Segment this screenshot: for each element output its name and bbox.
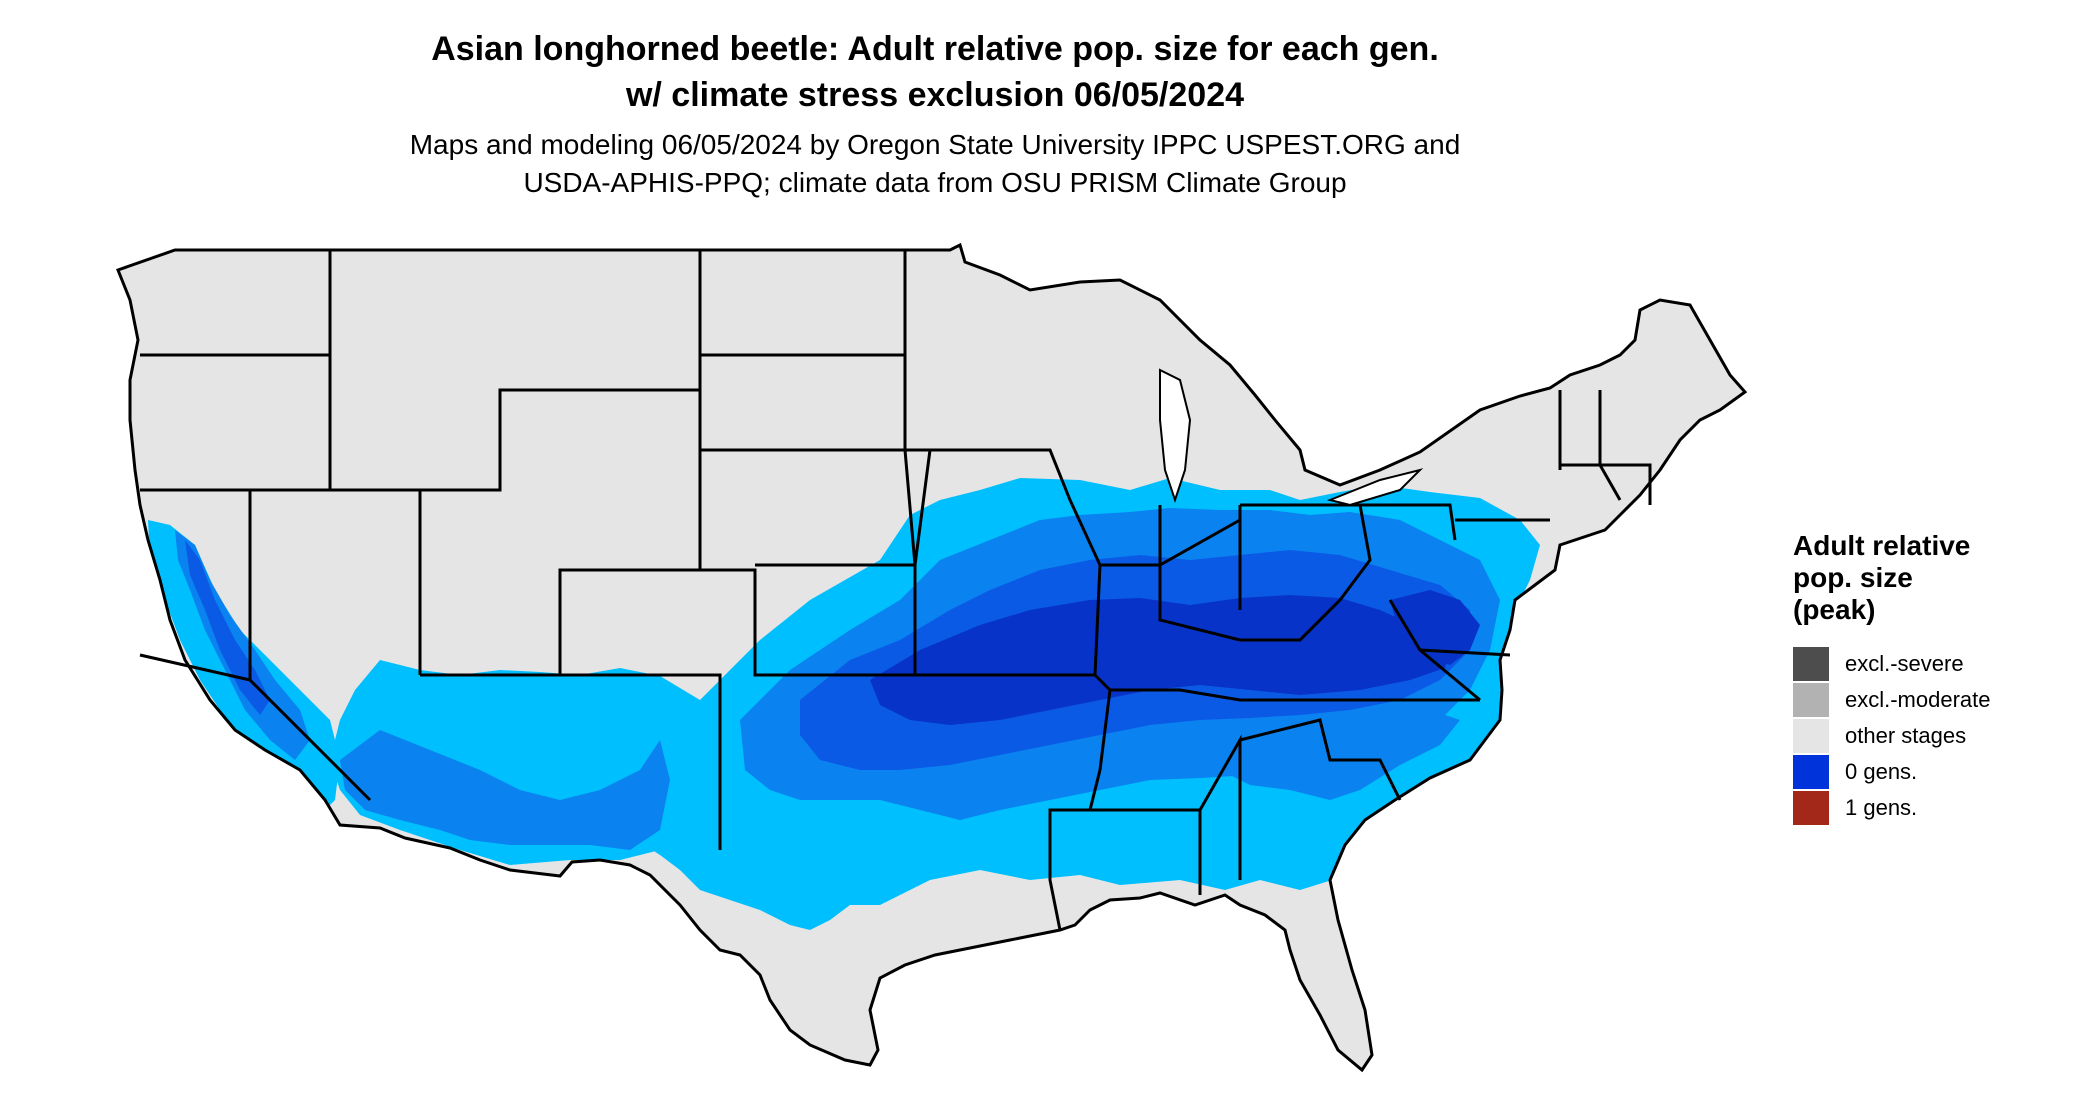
legend-swatch: [1793, 683, 1829, 717]
legend-swatch: [1793, 719, 1829, 753]
map-subtitle: Maps and modeling 06/05/2024 by Oregon S…: [0, 126, 1870, 202]
legend-swatch: [1793, 647, 1829, 681]
legend-item-other-stages: other stages: [1793, 718, 2083, 754]
us-outline: [116, 242, 1748, 1073]
us-map: [116, 242, 1748, 1073]
legend-swatch: [1793, 755, 1829, 789]
state-border-lines: [139, 250, 1652, 931]
map-title: Asian longhorned beetle: Adult relative …: [0, 26, 1870, 118]
title-line-1: Asian longhorned beetle: Adult relative …: [431, 30, 1439, 68]
legend-item-excl-severe: excl.-severe: [1793, 646, 2083, 682]
legend-label: other stages: [1845, 723, 1967, 748]
legend-label: excl.-moderate: [1845, 687, 1991, 712]
lake-erie: [1326, 468, 1424, 507]
legend-label: 0 gens.: [1845, 759, 1918, 784]
legend-label: 1 gens.: [1845, 795, 1918, 820]
state-borders: [139, 250, 1652, 931]
legend-swatch: [1793, 791, 1829, 825]
legend-title-line-2: pop. size: [1793, 562, 1913, 593]
great-lakes: [1159, 368, 1424, 507]
subtitle-line-1: Maps and modeling 06/05/2024 by Oregon S…: [409, 129, 1461, 160]
legend-item-1-gens: 1 gens.: [1793, 790, 2083, 826]
subtitle-line-2: USDA-APHIS-PPQ; climate data from OSU PR…: [523, 167, 1347, 198]
zone-dark-blue-virginia: [1390, 590, 1480, 665]
legend-title: Adult relative pop. size (peak): [1793, 530, 2083, 626]
legend-title-line-3: (peak): [1793, 594, 1876, 625]
title-line-2: w/ climate stress exclusion 06/05/2024: [625, 76, 1245, 114]
zone-dark-blue-core: [870, 595, 1450, 725]
zone-light-blue-appalachian-north: [1370, 500, 1530, 560]
legend-title-line-1: Adult relative: [1793, 530, 1971, 561]
legend-label: excl.-severe: [1845, 651, 1964, 676]
legend-item-excl-moderate: excl.-moderate: [1793, 682, 2083, 718]
legend-item-0-gens: 0 gens.: [1793, 754, 2083, 790]
lake-michigan: [1159, 368, 1192, 504]
zone-mid-blue-arizona: [340, 730, 670, 850]
map-legend: Adult relative pop. size (peak) excl.-se…: [1793, 530, 2083, 826]
